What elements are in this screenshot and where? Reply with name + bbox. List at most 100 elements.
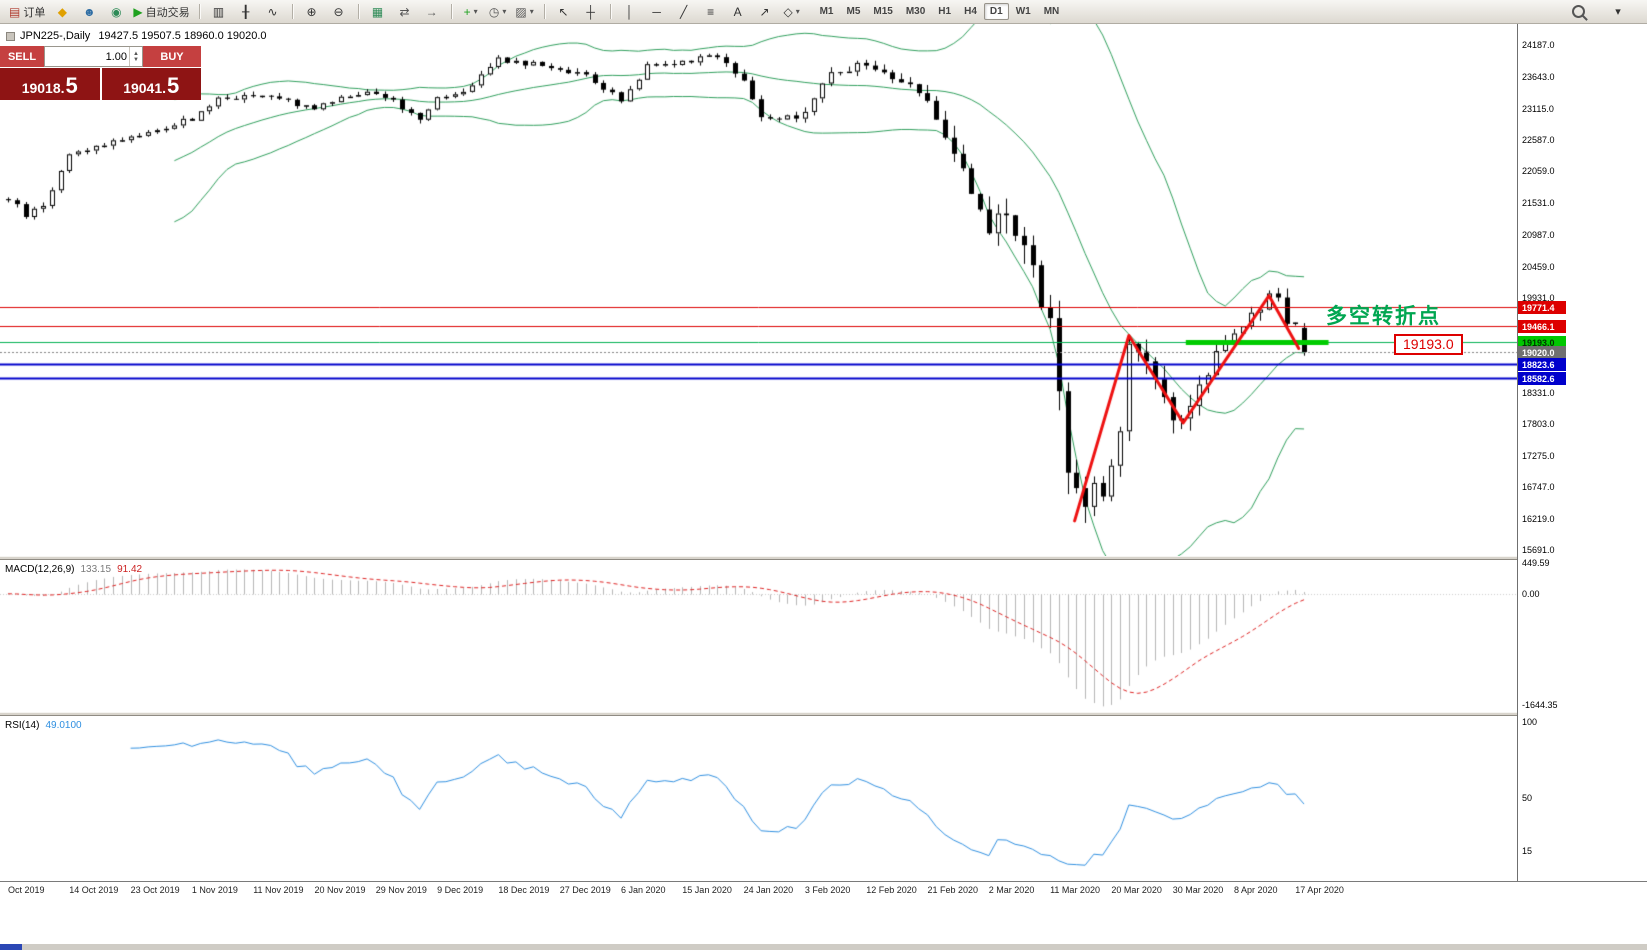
buy-price-button[interactable]: 19041. 5 <box>101 68 201 100</box>
timeframe-h1[interactable]: H1 <box>938 6 952 17</box>
search-icon <box>1571 5 1585 18</box>
lot-size-value[interactable]: 1.00 <box>105 50 127 63</box>
tile-windows-button[interactable]: ▦ <box>365 2 391 22</box>
date-axis-label: 1 Nov 2019 <box>191 885 238 895</box>
shapes-icon: ◇ <box>783 4 793 19</box>
toolbar-separator <box>291 4 293 19</box>
toolbar: ▤ 订单 ◆ ☻ ◉ ▶ 自动交易 ▥ ╂ ∿ ⊕ ⊖ ▦ ⇄ → + ▾ ◷ ▾ ▨ ▾ ↖ ┼ │ ─ ╱ ≡ A ↗ ◇ ▾ M1 M5… <box>0 0 1647 24</box>
macd-canvas[interactable] <box>0 560 1517 712</box>
rsi-pane: RSI(14) 49.0100 <box>0 716 1517 880</box>
auto-scroll-icon: → <box>425 4 438 19</box>
pane-splitter[interactable] <box>0 712 1647 716</box>
line-chart-icon: ∿ <box>267 4 278 19</box>
date-axis-label: Oct 2019 <box>8 885 45 895</box>
chart-window-icon <box>6 31 15 41</box>
timeframe-m5[interactable]: M5 <box>846 6 861 17</box>
rsi-canvas[interactable] <box>0 716 1517 880</box>
auto-scroll-button[interactable]: → <box>419 2 445 22</box>
cursor-icon: ↖ <box>558 4 569 19</box>
new-order-icon: ▤ <box>9 4 21 19</box>
date-axis-label: 27 Dec 2019 <box>559 885 611 895</box>
fibonacci-button[interactable]: ≡ <box>698 2 724 22</box>
main-chart-pane: JPN225-,Daily 19427.5 19507.5 18960.0 19… <box>0 24 1517 556</box>
toolbar-separator <box>450 4 452 19</box>
pane-splitter[interactable] <box>0 556 1647 560</box>
rsi-name: RSI(14) <box>5 720 40 731</box>
crosshair-button[interactable]: ┼ <box>578 2 604 22</box>
price-axis-label: 19931.0 <box>1522 292 1555 303</box>
time-axis: Oct 2019 14 Oct 2019 23 Oct 2019 1 Nov 2019… <box>0 881 1647 898</box>
indicators-icon: + <box>463 4 471 19</box>
horizontal-line-icon: ─ <box>652 4 661 19</box>
stepper-down-icon[interactable]: ▼ <box>133 56 139 63</box>
lot-size-stepper[interactable]: ▲ ▼ <box>129 47 142 66</box>
profiles-button[interactable]: ☻ <box>76 2 102 22</box>
bottom-blank-area <box>0 898 1647 944</box>
price-axis-label: 22059.0 <box>1522 166 1555 177</box>
zoom-in-button[interactable]: ⊕ <box>299 2 325 22</box>
templates-icon: ▨ <box>515 4 527 19</box>
date-axis-label: 30 Mar 2020 <box>1172 885 1224 895</box>
buy-price-pip: 5 <box>167 73 180 98</box>
cursor-button[interactable]: ↖ <box>551 2 577 22</box>
price-callout-box[interactable]: 19193.0 <box>1394 334 1463 355</box>
bar-chart-button[interactable]: ▥ <box>206 2 232 22</box>
stepper-up-icon[interactable]: ▲ <box>133 50 139 57</box>
price-tag: 18823.6 <box>1518 357 1566 371</box>
timeframe-d1[interactable]: D1 <box>983 3 1009 20</box>
price-axis-label: 20987.0 <box>1522 230 1555 241</box>
horizontal-line-button[interactable]: ─ <box>644 2 670 22</box>
macd-axis-label: 449.59 <box>1522 558 1550 569</box>
toolbar-separator <box>198 4 200 19</box>
macd-pane: MACD(12,26,9) 133.15 91.42 <box>0 560 1517 712</box>
search-button[interactable] <box>1565 2 1591 22</box>
price-axis-label: 16219.0 <box>1522 513 1555 524</box>
vertical-line-button[interactable]: │ <box>617 2 643 22</box>
new-chart-button[interactable]: ◆ <box>49 2 75 22</box>
sell-price-button[interactable]: 19018. 5 <box>0 68 100 100</box>
templates-button[interactable]: ▨ ▾ <box>512 2 538 22</box>
date-axis-label: 3 Feb 2020 <box>804 885 851 895</box>
data-window-icon: ◉ <box>111 4 122 19</box>
shapes-button[interactable]: ◇ ▾ <box>779 2 805 22</box>
data-window-button[interactable]: ◉ <box>103 2 129 22</box>
zoom-out-button[interactable]: ⊖ <box>326 2 352 22</box>
price-tag: 19020.0 <box>1518 346 1566 360</box>
line-chart-button[interactable]: ∿ <box>260 2 286 22</box>
timeframe-h4[interactable]: H4 <box>964 6 977 17</box>
timeframe-m30[interactable]: M30 <box>905 6 926 17</box>
toolbar-overflow-button[interactable]: ▾ <box>1605 2 1631 22</box>
buy-price-main: 19041. <box>123 80 167 96</box>
text-button[interactable]: A <box>725 2 751 22</box>
trendline-button[interactable]: ╱ <box>671 2 697 22</box>
timeframe-m1[interactable]: M1 <box>819 6 834 17</box>
sell-button[interactable]: SELL <box>0 46 44 67</box>
candlestick-chart-button[interactable]: ╂ <box>233 2 259 22</box>
arrow-object-button[interactable]: ↗ <box>752 2 778 22</box>
autotrading-button-label: 自动交易 <box>145 6 190 19</box>
date-axis-label: 11 Nov 2019 <box>253 885 304 895</box>
main-chart-canvas[interactable] <box>0 24 1517 556</box>
timeframe-m15[interactable]: M15 <box>873 6 893 17</box>
timeframe-w1[interactable]: W1 <box>1015 6 1031 17</box>
price-axis-label: 20459.0 <box>1522 261 1555 272</box>
periods-button[interactable]: ◷ ▾ <box>485 2 511 22</box>
zoom-out-icon: ⊖ <box>333 4 344 19</box>
bar-chart-icon: ▥ <box>212 4 225 19</box>
chart-title: JPN225-,Daily 19427.5 19507.5 18960.0 19… <box>6 30 267 42</box>
autotrading-button[interactable]: ▶ 自动交易 <box>130 2 192 22</box>
timeframe-mn[interactable]: MN <box>1043 6 1060 17</box>
new-order-button[interactable]: ▤ 订单 <box>6 2 48 22</box>
profiles-icon: ☻ <box>83 4 96 19</box>
lot-size-field[interactable]: 1.00 ▲ ▼ <box>44 46 143 67</box>
turning-point-annotation[interactable]: 多空转折点 <box>1326 305 1441 328</box>
chart-shift-button[interactable]: ⇄ <box>392 2 418 22</box>
price-axis-label: 17803.0 <box>1522 419 1555 430</box>
rsi-label: RSI(14) 49.0100 <box>5 720 82 731</box>
buy-button[interactable]: BUY <box>143 46 201 67</box>
indicators-button[interactable]: + ▾ <box>458 2 484 22</box>
date-axis-label: 23 Oct 2019 <box>130 885 180 895</box>
chevron-down-icon: ▾ <box>529 7 534 16</box>
toolbar-separator <box>543 4 545 19</box>
date-axis-label: 12 Feb 2020 <box>866 885 917 895</box>
